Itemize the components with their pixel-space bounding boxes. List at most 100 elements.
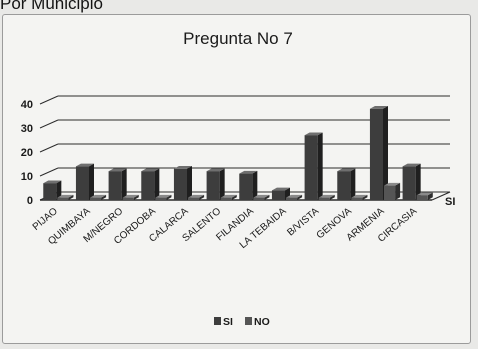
bar-si-9	[337, 168, 356, 200]
bar-si-11	[402, 163, 421, 200]
bar-no-1-top	[90, 194, 107, 198]
gridline-side-10	[39, 167, 59, 177]
bar-si-1-top	[75, 163, 94, 167]
bar-no-11-top	[416, 192, 433, 196]
bar-no-9	[351, 194, 368, 200]
floor-right-edge	[431, 191, 451, 201]
bar-si-10-side	[383, 106, 388, 200]
bar-si-11-front	[402, 166, 416, 200]
legend-label-si: SI	[223, 316, 233, 328]
bar-no-6-top	[253, 194, 270, 198]
bar-si-11-side	[415, 163, 421, 200]
bar-no-2	[122, 194, 139, 200]
bar-no-3-front	[155, 197, 167, 200]
bar-no-2-top	[122, 194, 139, 198]
bar-no-7-top	[286, 194, 303, 198]
bar-no-1-side	[101, 194, 107, 200]
gridline-side-40	[39, 95, 59, 105]
bar-no-4	[188, 194, 205, 200]
bar-no-0	[57, 194, 74, 200]
bar-si-6-top	[239, 170, 258, 174]
bar-no-10-front	[384, 185, 396, 200]
bar-si-1-front	[75, 166, 89, 200]
y-tick-label: 30	[21, 123, 33, 135]
bar-si-1	[75, 163, 94, 200]
y-tick-label: 10	[21, 171, 33, 183]
legend-label-no: NO	[254, 316, 270, 328]
y-tick-label: 20	[21, 147, 33, 159]
bar-si-5	[206, 168, 225, 200]
bar-si-4	[173, 166, 192, 200]
bar-si-6-side	[252, 170, 258, 200]
gridline-side-20	[39, 143, 59, 153]
bar-si-8-side	[317, 132, 323, 200]
bar-no-5-front	[220, 197, 232, 200]
bar-no-4-top	[188, 194, 205, 198]
bar-si-2-side	[121, 168, 127, 200]
bar-no-1	[90, 194, 107, 200]
bar-si-9-side	[350, 168, 356, 200]
bar-si-9-front	[337, 171, 351, 200]
bar-no-5-top	[220, 194, 237, 198]
bar-si-10	[369, 106, 388, 200]
bar-si-0-side	[56, 180, 62, 200]
bar-no-3	[155, 194, 172, 200]
legend-swatch-si	[214, 317, 221, 325]
bar-si-3-side	[154, 168, 160, 200]
bar-si-5-front	[206, 171, 220, 200]
bar-si-10-top	[369, 106, 388, 109]
bar-si-3	[141, 168, 160, 200]
bar-no-0-side	[68, 194, 74, 200]
bar-no-6-front	[253, 197, 265, 200]
bar-no-10	[384, 182, 401, 200]
bar-si-6-front	[239, 173, 253, 200]
bar-no-8	[318, 194, 335, 200]
bar-no-9-front	[351, 197, 363, 200]
bar-no-0-front	[57, 197, 69, 200]
bar-no-0-top	[57, 194, 74, 198]
bar-si-5-side	[219, 168, 225, 200]
y-axis-ticks: 0 10 20 30 40	[21, 99, 33, 207]
bar-no-9-top	[351, 194, 368, 198]
bar-si-2	[108, 168, 127, 200]
legend-swatch-no	[245, 317, 252, 325]
bar-si-8	[304, 132, 323, 200]
bar-no-9-side	[362, 194, 368, 200]
bar-si-9-top	[337, 168, 356, 172]
bar-si-8-front	[304, 135, 318, 200]
bar-si-6	[239, 170, 258, 200]
bar-si-3-front	[141, 171, 155, 200]
y-tick-label: 0	[27, 195, 33, 207]
bar-no-3-side	[166, 194, 172, 200]
bar-si-4-side	[187, 166, 192, 200]
bar-no-8-top	[318, 194, 335, 198]
bar-no-11-front	[416, 195, 428, 200]
bar-no-2-side	[133, 194, 139, 200]
bar-no-4-side	[199, 194, 205, 200]
bar-no-1-front	[90, 197, 102, 200]
gridline-side-30	[39, 119, 59, 129]
bar-no-10-side	[395, 182, 401, 200]
bar-si-0-front	[43, 183, 57, 200]
y-tick-label: 40	[21, 99, 33, 111]
bar-si-0-top	[43, 180, 62, 184]
bar-si-7-top	[271, 187, 290, 191]
bar-si-2-front	[108, 171, 122, 200]
bar-no-11	[416, 192, 433, 200]
bar-no-2-front	[122, 197, 134, 200]
bar-no-7-front	[286, 197, 298, 200]
bar-si-10-front	[369, 108, 383, 200]
bar-si-5-top	[206, 168, 225, 172]
page-header: Por Municipio	[0, 0, 103, 13]
bar-si-11-top	[402, 163, 421, 167]
bar-no-3-top	[155, 194, 172, 198]
legend: SI NO	[214, 316, 270, 328]
bar-si-7-front	[271, 190, 285, 200]
bar-si-0	[43, 180, 62, 200]
bar-no-8-front	[318, 197, 330, 200]
category-labels: PIJAOQUIMBAYAM/NEGROCORDOBACALARCASALENT…	[31, 206, 420, 251]
category-label: PIJAO	[31, 206, 60, 233]
bar-si-2-top	[108, 168, 127, 172]
bar-si-4-top	[173, 166, 192, 169]
